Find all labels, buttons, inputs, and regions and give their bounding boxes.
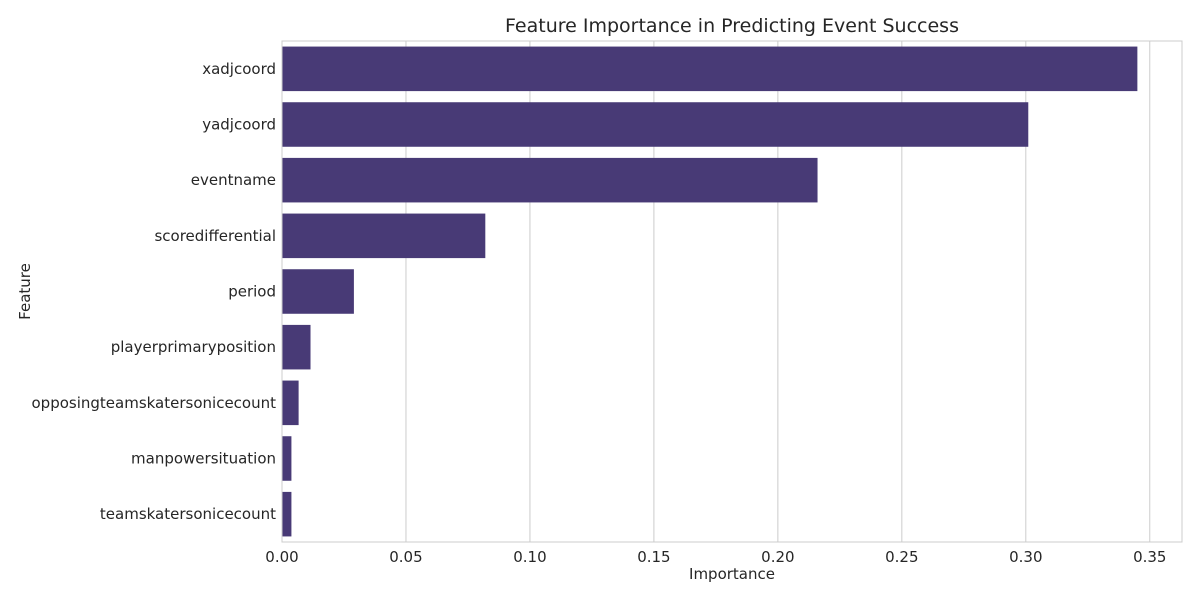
bar-teamskatersonicecount: [282, 491, 292, 537]
category-label: yadjcoord: [202, 116, 276, 134]
bar-manpowersituation: [282, 436, 292, 481]
bar-opposingteamskatersonicecount: [282, 380, 299, 426]
category-label: scoredifferential: [154, 227, 276, 245]
bar-scoredifferential: [282, 213, 486, 259]
x-tick-labels: 0.00 0.05 0.10 0.15 0.20 0.25 0.30 0.35: [265, 548, 1166, 566]
x-tick-label: 0.05: [389, 548, 422, 566]
category-label: period: [228, 283, 276, 301]
bars: [282, 46, 1138, 537]
bar-xadjcoord: [282, 46, 1138, 92]
chart-title: Feature Importance in Predicting Event S…: [505, 15, 959, 37]
category-label: manpowersituation: [131, 450, 276, 468]
x-tick-label: 0.15: [637, 548, 670, 566]
category-label: opposingteamskatersonicecount: [32, 394, 277, 412]
x-tick-label: 0.20: [761, 548, 794, 566]
bar-playerprimaryposition: [282, 324, 311, 370]
category-labels: xadjcoord yadjcoord eventname scoredifferen…: [32, 60, 277, 523]
bar-period: [282, 269, 354, 314]
x-tick-label: 0.30: [1009, 548, 1042, 566]
x-tick-label: 0.10: [513, 548, 546, 566]
category-label: teamskatersonicecount: [100, 505, 276, 523]
plot-frame: [281, 40, 1183, 543]
x-tick-label: 0.25: [885, 548, 918, 566]
x-axis-label: Importance: [689, 565, 775, 583]
x-tick-label: 0.35: [1133, 548, 1166, 566]
category-label: eventname: [191, 171, 276, 189]
x-tick-label: 0.00: [265, 548, 298, 566]
category-label: xadjcoord: [202, 60, 276, 78]
bar-yadjcoord: [282, 102, 1029, 147]
y-axis-label: Feature: [16, 263, 34, 320]
category-label: playerprimaryposition: [111, 338, 276, 356]
bar-eventname: [282, 157, 818, 203]
